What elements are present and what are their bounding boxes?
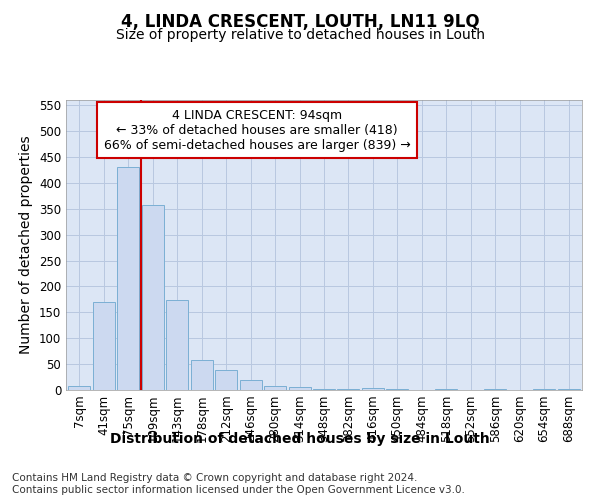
Text: Size of property relative to detached houses in Louth: Size of property relative to detached ho… <box>115 28 485 42</box>
Bar <box>93 302 115 390</box>
Text: 4 LINDA CRESCENT: 94sqm
← 33% of detached houses are smaller (418)
66% of semi-d: 4 LINDA CRESCENT: 94sqm ← 33% of detache… <box>104 108 410 152</box>
Bar <box>362 388 384 390</box>
Bar <box>166 300 188 390</box>
Text: Distribution of detached houses by size in Louth: Distribution of detached houses by size … <box>110 432 490 446</box>
Bar <box>142 205 164 390</box>
Bar <box>484 389 506 390</box>
Bar <box>239 380 262 390</box>
Y-axis label: Number of detached properties: Number of detached properties <box>19 136 34 354</box>
Text: 4, LINDA CRESCENT, LOUTH, LN11 9LQ: 4, LINDA CRESCENT, LOUTH, LN11 9LQ <box>121 12 479 30</box>
Bar <box>289 388 311 390</box>
Bar <box>533 389 555 390</box>
Bar <box>264 386 286 390</box>
Bar <box>68 386 91 390</box>
Text: Contains HM Land Registry data © Crown copyright and database right 2024.
Contai: Contains HM Land Registry data © Crown c… <box>12 474 465 495</box>
Bar <box>191 360 213 390</box>
Bar <box>118 168 139 390</box>
Bar <box>215 370 237 390</box>
